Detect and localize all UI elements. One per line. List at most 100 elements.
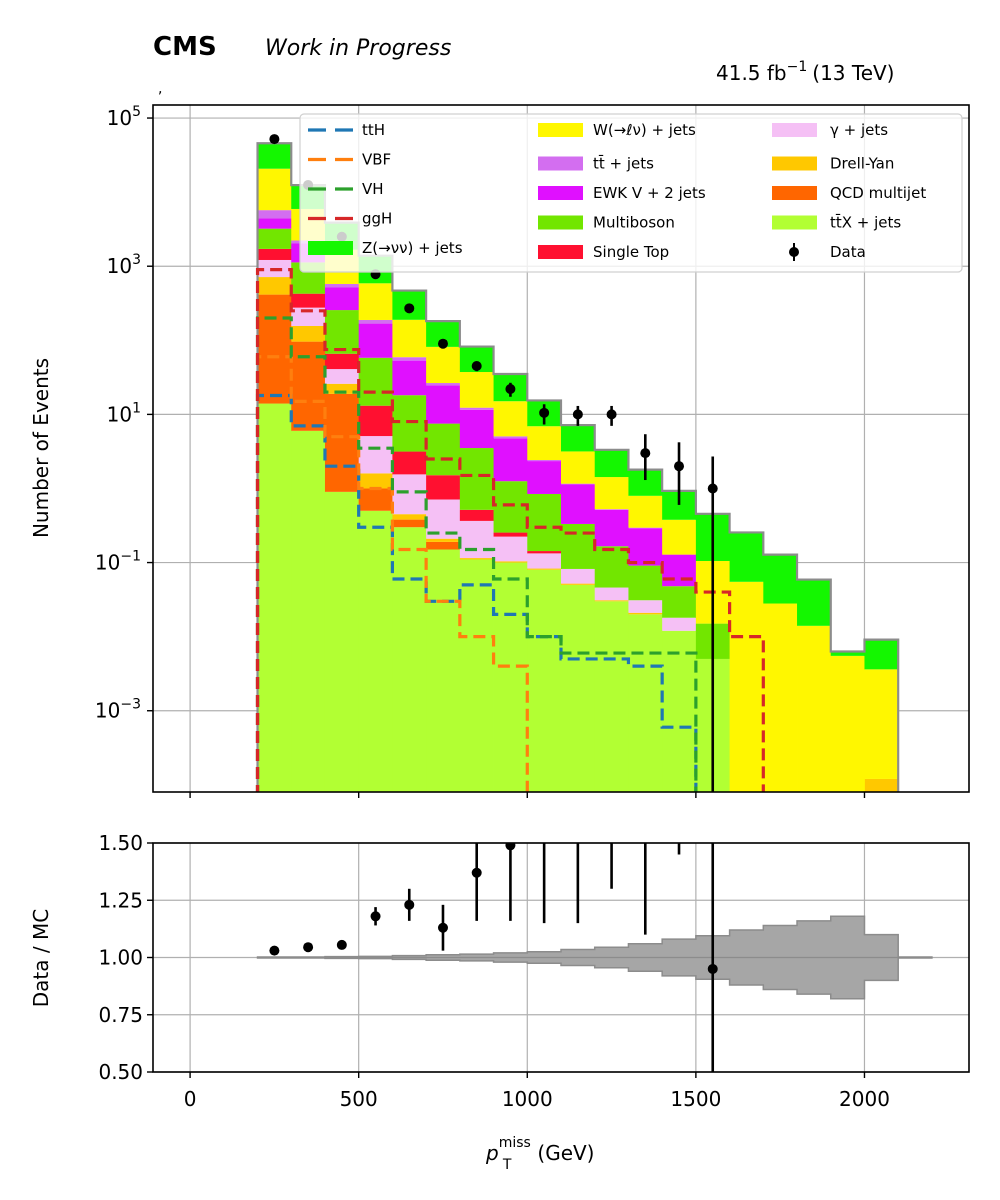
stack-bar-z-nunu-jets — [561, 425, 596, 452]
signal-ggh — [255, 268, 765, 792]
ratio-point — [370, 911, 381, 922]
stack-bar-qcd-multijet — [358, 488, 393, 511]
stack-bar-w-lnu-jets — [257, 168, 292, 211]
legend-label: VH — [362, 180, 384, 198]
stack-bar-z-nunu-jets — [257, 143, 292, 169]
legend-label: Z(→νν) + jets — [362, 239, 463, 257]
stack-bar-drell-yan — [594, 600, 629, 602]
ratio-plot-panel: 0.50 0.75 1.00 1.25 1.50 0 500 1000 1500 2000 — [98, 831, 970, 1111]
stack-bar-ttx-jets — [662, 630, 697, 792]
stack-bar-single-top — [257, 248, 292, 260]
legend-item: VH — [308, 180, 384, 198]
stack-bar-ewk-v-2-jets — [662, 554, 697, 587]
stack-bar-single-top — [527, 551, 562, 554]
stack-bar-w-lnu-jets — [527, 426, 562, 461]
legend-item: Multiboson — [538, 214, 675, 232]
stack-bar-qcd-multijet — [392, 519, 427, 528]
legend-item: QCD multijet — [772, 184, 926, 202]
legend-color-swatch — [538, 186, 583, 200]
legend-color-swatch — [538, 156, 583, 171]
y-tick-label: 0.75 — [98, 1003, 143, 1027]
stack-bar-w-lnu-jets — [426, 346, 461, 384]
legend-label: tt̄X + jets — [830, 213, 901, 232]
data-point — [707, 483, 718, 494]
stack-bar-w-lnu-jets — [628, 495, 663, 528]
stack-bar-gamma-jets — [358, 436, 393, 474]
ratio-y-axis-ticks: 0.50 0.75 1.00 1.25 1.50 — [98, 831, 153, 1084]
status-label: Work in Progress — [265, 36, 451, 61]
legend-marker-swatch — [789, 247, 799, 257]
stack-bar-multiboson — [324, 310, 360, 354]
stack-bar-drell-yan — [291, 325, 326, 342]
legend-box — [299, 113, 963, 273]
stack-bar-single-top — [358, 405, 393, 437]
stack-bar-single-top — [459, 509, 494, 521]
x-tick-label: 500 — [340, 1087, 378, 1111]
stack-bar-ewk-v-2-jets — [426, 385, 461, 424]
stack-bar-multiboson — [257, 228, 292, 249]
stack-bar-drell-yan — [527, 568, 562, 570]
legend-color-swatch — [772, 123, 817, 137]
legend-label: VBF — [362, 151, 391, 169]
experiment-label: CMS — [153, 32, 217, 62]
x-tick-label: 1500 — [670, 1087, 721, 1111]
stack-bar-single-top — [392, 451, 427, 475]
legend-color-swatch — [308, 241, 353, 255]
ratio-point — [471, 867, 482, 878]
lumi-exponent: −1 — [787, 59, 808, 75]
y-tick-label: 103 — [107, 252, 141, 278]
x-label-p: p — [485, 1141, 499, 1165]
stack-bar-drell-yan — [493, 561, 528, 563]
stack-bar-drell-yan — [628, 612, 663, 615]
stack-bar-z-nunu-jets — [864, 639, 899, 670]
data-point — [404, 303, 415, 314]
stack-bar-qcd-multijet — [257, 294, 292, 404]
legend-item: EWK V + 2 jets — [538, 184, 706, 202]
stack-bar-drell-yan — [392, 514, 427, 520]
stack-bar-ewk-v-2-jets — [257, 218, 292, 229]
y-tick-label: 1.25 — [98, 888, 143, 912]
stack-bar-single-top — [493, 532, 528, 537]
stack-bar-gamma-jets — [459, 520, 494, 559]
main-x-axis-ticks — [189, 792, 866, 798]
stack-bar-ttx-jets — [594, 601, 629, 792]
legend-item: tt̄ + jets — [538, 154, 654, 173]
stack-bar-z-nunu-jets — [797, 579, 832, 626]
stack-bar-w-lnu-jets — [594, 477, 629, 510]
x-tick-label: 2000 — [839, 1087, 890, 1111]
y-tick-label: 1.00 — [98, 946, 143, 970]
stack-bar-single-top — [291, 293, 326, 308]
legend-color-swatch — [538, 245, 583, 259]
data-point — [505, 384, 516, 395]
x-label-sub: T — [502, 1157, 512, 1173]
stack-bar-multiboson — [358, 357, 393, 406]
stack-bar-ewk-v-2-jets — [493, 438, 528, 482]
stack-bar-ttbar-jets — [527, 460, 562, 462]
stack-bar-qcd-multijet — [291, 341, 326, 431]
stack-bar-gamma-jets — [493, 536, 528, 562]
stack-bar-z-nunu-jets — [763, 554, 798, 604]
stack-bar-ttx-jets — [426, 549, 461, 792]
main-plot-frame — [152, 104, 970, 793]
legend-item: Single Top — [538, 243, 669, 261]
stack-bar-gamma-jets — [291, 307, 326, 326]
legend-label: ttH — [362, 121, 385, 139]
data-point — [437, 338, 448, 349]
stack-bar-ttbar-jets — [426, 383, 461, 386]
stack-bar-gamma-jets — [392, 474, 427, 515]
ratio-x-axis-ticks: 0 500 1000 1500 2000 — [184, 1072, 890, 1111]
signal-vbf — [255, 355, 529, 792]
legend-item: ggH — [308, 210, 392, 228]
legend-label: EWK V + 2 jets — [593, 184, 706, 202]
stack-bar-ttx-jets — [358, 510, 393, 792]
x-tick-label: 0 — [184, 1087, 197, 1111]
stack-bar-gamma-jets — [594, 587, 629, 601]
ratio-point — [437, 922, 448, 933]
stack-bar-qcd-multijet — [426, 541, 461, 550]
stack-bar-ewk-v-2-jets — [628, 528, 663, 566]
stack-bar-multiboson — [493, 481, 528, 533]
stack-bar-ttx-jets — [459, 559, 494, 792]
legend-color-swatch — [772, 156, 817, 171]
stack-bar-w-lnu-jets — [729, 581, 764, 792]
